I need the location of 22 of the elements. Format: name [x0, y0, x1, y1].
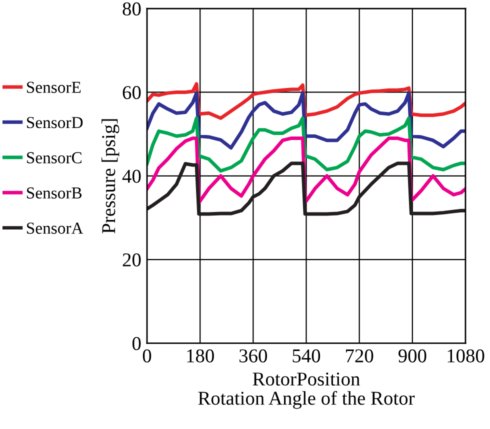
- y-tick-label: 0: [132, 337, 141, 350]
- legend-label: SensorE: [27, 82, 81, 93]
- y-tick-label: 60: [122, 86, 141, 100]
- x-tick-label: 720: [346, 349, 374, 362]
- legend-label: SensorD: [27, 116, 83, 128]
- legend-label: SensorC: [27, 152, 82, 164]
- x-tick-label: 360: [240, 349, 268, 362]
- x-tick-label: 180: [187, 349, 214, 362]
- y-tick-label: 80: [122, 2, 141, 16]
- x-axis-title: RotorPosition Rotation Angle of the Rotor: [198, 372, 415, 409]
- x-tick-label: 540: [292, 349, 320, 362]
- y-tick-label: 20: [122, 253, 141, 266]
- legend-label: SensorA: [27, 222, 84, 234]
- x-tick-label: 1080: [448, 349, 484, 362]
- line-series: [147, 116, 466, 173]
- x-tick-label: 0: [142, 349, 152, 362]
- legend-label: SensorB: [27, 187, 82, 199]
- y-tick-label: 40: [122, 170, 141, 183]
- x-tick-label: 900: [398, 349, 426, 362]
- line-series: [147, 91, 466, 150]
- line-series: [147, 162, 466, 216]
- y-axis-title: Pressure [psig]: [102, 119, 120, 234]
